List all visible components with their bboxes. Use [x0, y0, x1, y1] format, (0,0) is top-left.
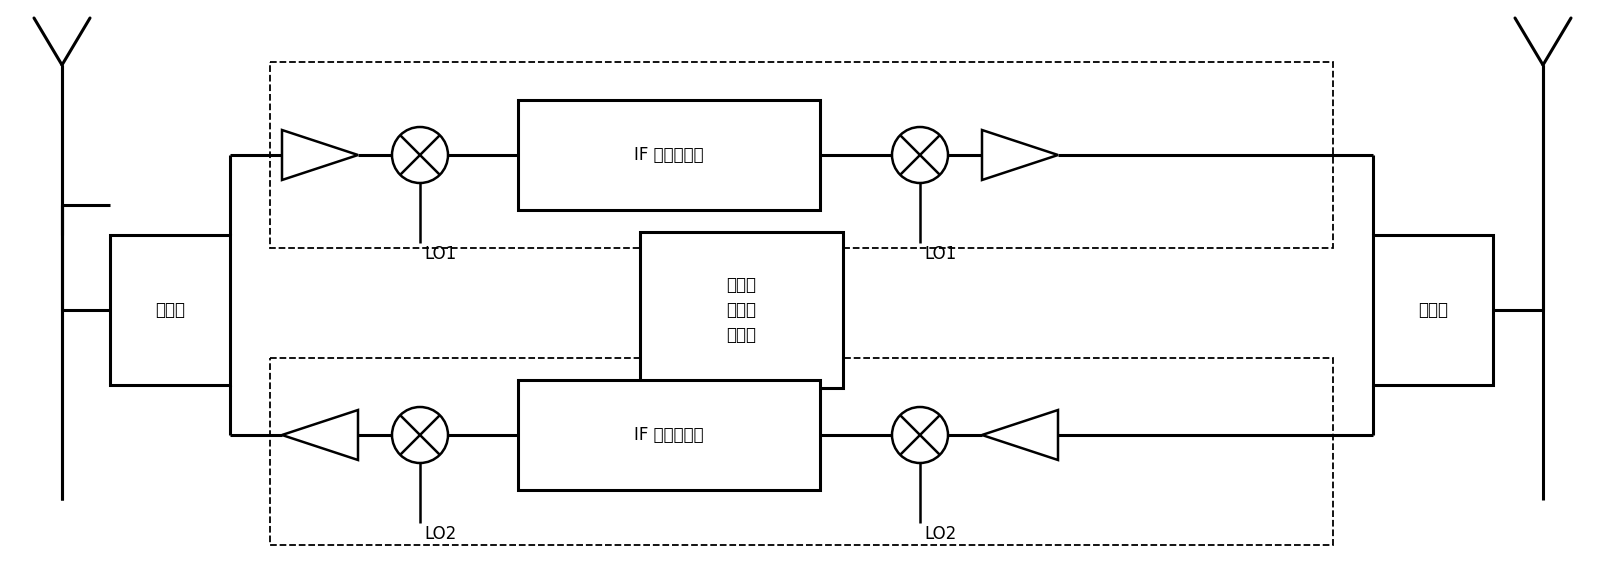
Circle shape: [393, 407, 447, 463]
Bar: [269, 358, 1334, 545]
Text: 控制及
故障监
测单元: 控制及 故障监 测单元: [726, 276, 757, 344]
Polygon shape: [983, 130, 1058, 180]
Text: IF 滤波及放大: IF 滤波及放大: [635, 146, 704, 164]
Text: LO1: LO1: [923, 245, 957, 263]
Polygon shape: [282, 410, 357, 460]
Text: 双工器: 双工器: [155, 301, 184, 319]
Circle shape: [891, 127, 947, 183]
Text: LO1: LO1: [425, 245, 457, 263]
Bar: [518, 380, 821, 490]
Bar: [1374, 235, 1492, 385]
Bar: [111, 235, 229, 385]
Bar: [269, 62, 1334, 248]
Circle shape: [891, 407, 947, 463]
Polygon shape: [983, 410, 1058, 460]
Circle shape: [393, 127, 447, 183]
Bar: [640, 232, 843, 388]
Text: IF 滤波及放大: IF 滤波及放大: [635, 426, 704, 444]
Polygon shape: [282, 130, 357, 180]
Bar: [518, 100, 821, 210]
Text: 双工器: 双工器: [1419, 301, 1448, 319]
Text: LO2: LO2: [425, 525, 457, 543]
Text: LO2: LO2: [923, 525, 957, 543]
